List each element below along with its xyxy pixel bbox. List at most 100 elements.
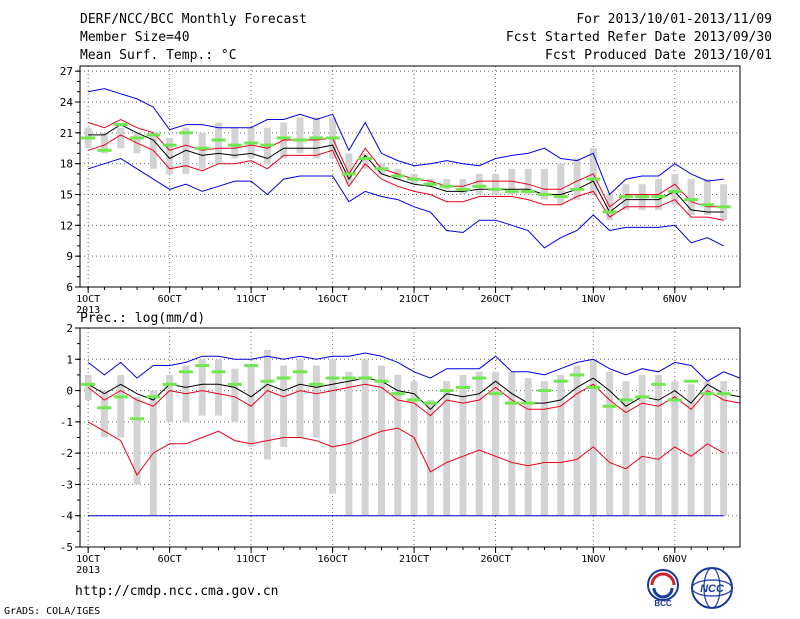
prec-member-mark — [423, 401, 438, 405]
prec-spread-box — [426, 399, 434, 516]
temp-member-mark — [423, 182, 438, 186]
temp-member-mark — [602, 210, 617, 214]
temp-member-mark — [260, 143, 275, 147]
temp-plot-frame — [79, 65, 741, 288]
temp-member-mark — [146, 133, 161, 137]
prec-member-mark — [602, 404, 617, 408]
temp-x-year-label: 2013 — [76, 305, 100, 316]
temp-series-upper-extreme — [88, 88, 724, 196]
prec-member-mark — [537, 389, 552, 393]
prec-spread-box — [655, 374, 663, 516]
temp-member-mark — [293, 138, 307, 142]
temp-spread-box — [540, 168, 548, 200]
temp-spread-box — [524, 168, 532, 195]
prec-member-mark — [472, 376, 487, 380]
temp-spread-box — [671, 173, 679, 205]
temp-spread-box — [361, 153, 369, 169]
temp-x-tick-label: 1OCT — [76, 294, 100, 305]
prec-spread-box — [720, 381, 728, 516]
prec-y-tick-label: 1 — [66, 353, 73, 366]
temp-member-mark — [227, 143, 242, 147]
prec-x-tick-label: 6NOV — [663, 554, 687, 565]
precip-variable-label: Prec.: log(mm/d) — [80, 311, 206, 326]
prec-member-mark — [146, 395, 161, 399]
prec-x-tick-label: 26OCT — [481, 554, 511, 565]
temp-member-mark — [651, 195, 666, 199]
temp-member-mark — [358, 157, 373, 161]
prec-member-mark — [325, 376, 340, 380]
temp-y-tick-label: 27 — [60, 65, 73, 78]
prec-member-mark — [716, 392, 731, 396]
prec-spread-box — [492, 371, 500, 516]
prec-member-mark — [244, 364, 259, 368]
prec-member-mark — [113, 395, 128, 399]
bcc-logo-text: BCC — [654, 599, 672, 608]
prec-spread-box — [231, 368, 239, 422]
temp-x-tick-label: 21OCT — [399, 294, 429, 305]
prec-spread-box — [296, 359, 304, 438]
temp-y-tick-label: 24 — [60, 96, 74, 109]
prec-y-tick-label: -1 — [60, 416, 73, 429]
prec-member-mark — [260, 379, 275, 383]
prec-x-tick-label: 6OCT — [158, 554, 182, 565]
prec-member-mark — [195, 364, 210, 368]
prec-y-tick-label: -3 — [60, 478, 73, 491]
temp-y-tick-label: 18 — [60, 158, 73, 171]
temp-member-mark — [162, 143, 177, 147]
temp-member-mark — [684, 198, 699, 202]
prec-spread-box — [329, 359, 337, 494]
temp-member-mark — [97, 148, 112, 152]
prec-member-mark — [374, 379, 389, 383]
prec-series-mean — [87, 377, 741, 410]
prec-member-mark — [276, 376, 291, 380]
prec-member-mark — [700, 392, 715, 396]
prec-member-mark — [504, 401, 519, 405]
prec-spread-box — [263, 349, 271, 460]
temp-member-mark — [716, 205, 731, 209]
temp-member-mark — [700, 203, 715, 207]
temp-member-mark — [553, 195, 568, 199]
temp-member-mark — [618, 195, 633, 199]
prec-member-mark — [521, 401, 536, 405]
prec-member-mark — [439, 389, 454, 393]
prec-y-tick-label: -5 — [60, 541, 73, 554]
prec-member-mark — [97, 406, 112, 410]
temp-member-mark — [667, 189, 682, 193]
temp-y-tick-label: 21 — [60, 127, 73, 140]
prec-spread-box — [589, 359, 597, 516]
temp-series-lower-extreme — [87, 157, 724, 249]
temp-y-tick-label: 6 — [66, 281, 73, 294]
temp-member-mark — [439, 184, 454, 188]
temp-member-mark — [374, 167, 389, 171]
prec-member-mark — [341, 376, 356, 380]
prec-spread-box — [459, 374, 467, 516]
chart-title: DERF/NCC/BCC Monthly Forecast — [80, 12, 307, 27]
source-url[interactable]: http://cmdp.ncc.cma.gov.cn — [75, 584, 279, 599]
temp-member-mark — [407, 177, 422, 181]
prec-x-tick-label: 11OCT — [236, 554, 266, 565]
bcc-logo-icon: BCC — [647, 569, 679, 608]
prec-x-year-label: 2013 — [76, 565, 100, 576]
temp-member-mark — [113, 123, 128, 127]
temp-x-tick-label: 6NOV — [663, 294, 687, 305]
prec-spread-box — [377, 365, 385, 516]
prec-spread-box — [100, 390, 108, 438]
prec-spread-box — [687, 384, 695, 516]
temp-spread-box — [345, 153, 353, 185]
forecast-range-label: For 2013/10/01-2013/11/09 — [576, 12, 772, 27]
prec-spread-box — [410, 381, 418, 516]
temp-x-tick-label: 11OCT — [236, 294, 266, 305]
prec-x-tick-label: 1OCT — [76, 554, 100, 565]
temp-x-tick-label: 26OCT — [481, 294, 511, 305]
prec-x-tick-label: 1NOV — [581, 554, 605, 565]
prec-spread-box — [475, 371, 483, 516]
prec-spread-box — [671, 381, 679, 516]
prec-series-upper-extreme — [87, 352, 741, 382]
prec-series-lower-extreme — [87, 421, 724, 476]
prec-member-mark — [488, 392, 503, 396]
prec-member-mark — [651, 382, 666, 386]
prec-member-mark — [586, 385, 601, 389]
prec-member-mark — [293, 370, 307, 374]
temp-member-mark — [570, 187, 585, 191]
